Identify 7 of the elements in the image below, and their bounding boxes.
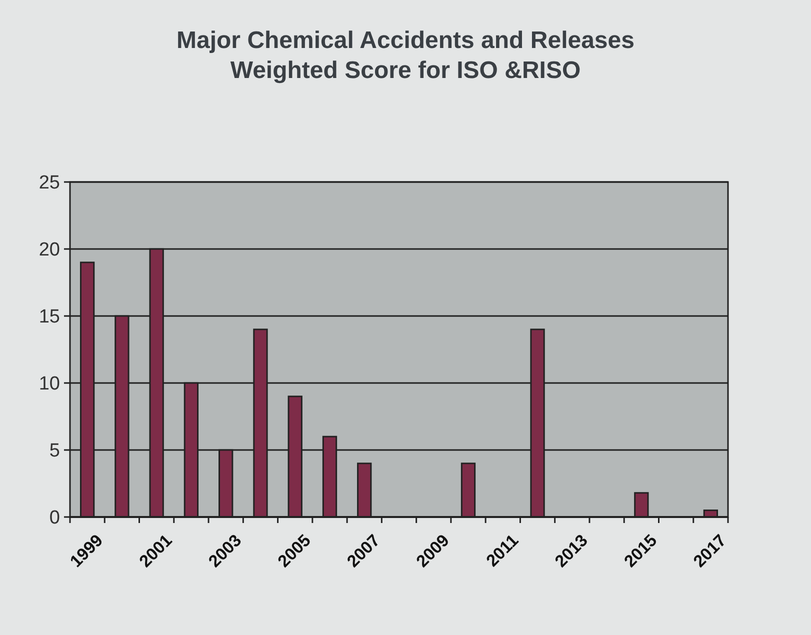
y-tick-label: 0	[49, 508, 60, 529]
y-tick-label: 5	[49, 440, 60, 462]
y-tick-label: 25	[38, 172, 60, 194]
y-tick-label: 10	[38, 374, 60, 395]
y-tick-label: 15	[38, 306, 60, 328]
y-tick-label: 20	[38, 240, 60, 261]
chart-title: Major Chemical Accidents and Releases Weighted Score for ISO &RISO	[176, 27, 634, 84]
